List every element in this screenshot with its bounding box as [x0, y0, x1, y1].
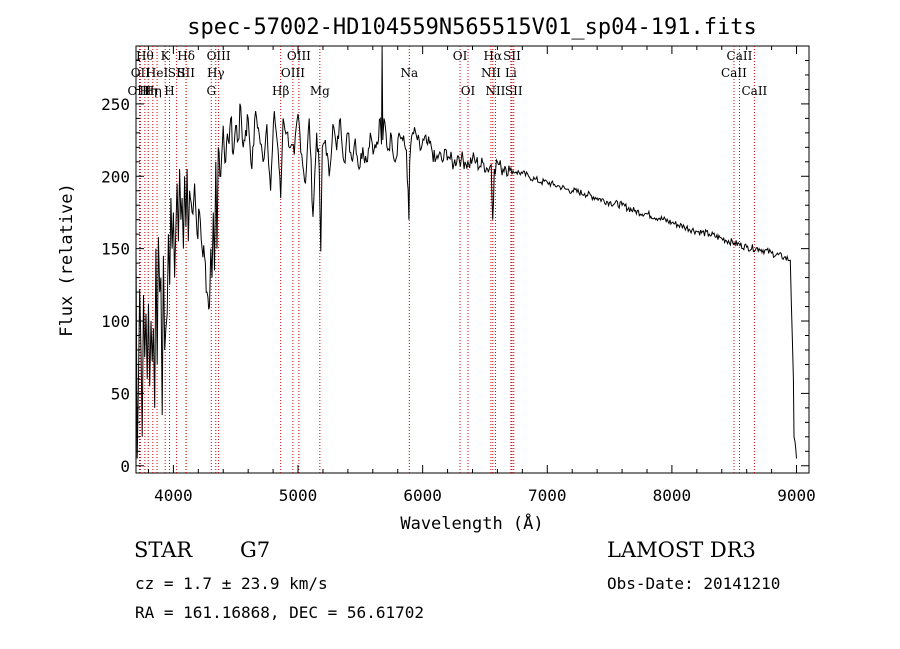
line-label: SII	[177, 66, 195, 80]
line-label: K	[161, 49, 171, 63]
line-label: OIII	[207, 49, 231, 63]
line-labels: OIIIOIIHθHηHηHeIKHSIIHδSIIGHγOIIIHβOIIIO…	[127, 49, 767, 98]
line-label: HeI	[146, 66, 169, 80]
x-axis-ticks: 4000 5000 6000 7000 8000 9000	[147, 46, 816, 505]
line-label: Hγ	[207, 66, 225, 80]
y-tick-label: 150	[101, 240, 130, 259]
x-tick-label: 4000	[154, 486, 193, 505]
x-tick-label: 9000	[777, 486, 816, 505]
line-label: NII	[481, 66, 501, 80]
line-label: Hθ	[136, 49, 154, 63]
survey-name: LAMOST DR3	[607, 538, 756, 562]
x-tick-label: 8000	[653, 486, 692, 505]
line-label: Hη	[144, 84, 162, 98]
line-label: SII	[503, 49, 521, 63]
line-label: Hδ	[177, 49, 195, 63]
line-label: Hα	[484, 49, 503, 63]
line-label: Na	[400, 66, 418, 80]
line-label: G	[206, 84, 216, 98]
y-tick-label: 100	[101, 312, 130, 331]
line-label: OI	[453, 49, 468, 63]
x-tick-label: 5000	[279, 486, 318, 505]
line-label: Li	[505, 66, 517, 80]
y-tick-label: 50	[111, 384, 130, 403]
line-label: SII	[168, 66, 186, 80]
line-label: CaII	[727, 49, 753, 63]
line-label: OI	[461, 84, 476, 98]
chart-title: spec-57002-HD104559N565515V01_sp04-191.f…	[187, 15, 757, 40]
redshift-readout: cz = 1.7 ± 23.9 km/s	[135, 574, 328, 593]
y-tick-label: 250	[101, 95, 130, 114]
line-label: Hη	[139, 84, 157, 98]
object-class: STAR	[134, 538, 193, 562]
series-flux-line	[135, 45, 797, 459]
x-tick-label: 7000	[528, 486, 567, 505]
object-subclass: G7	[240, 538, 271, 562]
line-label: NII	[485, 84, 505, 98]
plot-frame	[135, 45, 810, 474]
line-label: OIII	[127, 84, 151, 98]
obs-date: Obs-Date: 20141210	[607, 574, 781, 593]
line-label: OII	[131, 66, 151, 80]
line-label: OIII	[281, 66, 305, 80]
x-axis-label: Wavelength (Å)	[400, 512, 543, 534]
line-label: CaII	[741, 84, 767, 98]
line-label: Hβ	[272, 84, 289, 98]
y-axis-ticks: 0 50 100 150 200 250	[101, 59, 809, 476]
y-tick-label: 0	[120, 457, 130, 476]
line-label: OIII	[287, 49, 311, 63]
line-label: SII	[505, 84, 523, 98]
coordinates-readout: RA = 161.16868, DEC = 56.61702	[135, 603, 424, 622]
line-label: CaII	[721, 66, 747, 80]
y-axis-label: Flux (relative)	[57, 183, 77, 337]
x-tick-label: 6000	[403, 486, 442, 505]
y-tick-label: 200	[101, 167, 130, 186]
line-markers	[138, 46, 755, 473]
line-label: H	[164, 84, 174, 98]
line-label: Mg	[310, 84, 330, 98]
